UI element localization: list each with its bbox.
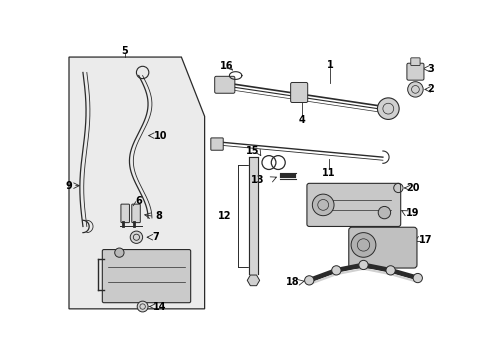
- Text: 8: 8: [156, 211, 163, 221]
- FancyBboxPatch shape: [215, 76, 235, 93]
- FancyBboxPatch shape: [132, 204, 140, 222]
- Circle shape: [137, 301, 148, 312]
- Text: 2: 2: [427, 84, 434, 94]
- Polygon shape: [247, 275, 260, 286]
- FancyBboxPatch shape: [407, 63, 424, 80]
- Circle shape: [332, 266, 341, 275]
- Text: 3: 3: [427, 64, 434, 73]
- Circle shape: [312, 194, 334, 216]
- FancyBboxPatch shape: [121, 204, 129, 222]
- Text: 4: 4: [298, 115, 305, 125]
- Circle shape: [386, 266, 395, 275]
- Text: 9: 9: [65, 181, 72, 191]
- Text: 1: 1: [327, 60, 334, 70]
- Text: 11: 11: [322, 167, 335, 177]
- Circle shape: [377, 98, 399, 120]
- Circle shape: [408, 82, 423, 97]
- Text: 16: 16: [220, 61, 234, 71]
- FancyBboxPatch shape: [411, 58, 420, 66]
- Text: 10: 10: [154, 131, 168, 141]
- Text: 6: 6: [136, 196, 143, 206]
- FancyBboxPatch shape: [307, 183, 401, 226]
- Polygon shape: [69, 57, 205, 309]
- Text: 15: 15: [246, 146, 260, 156]
- FancyBboxPatch shape: [349, 227, 417, 268]
- Text: 13: 13: [251, 175, 264, 185]
- Text: 14: 14: [153, 302, 166, 311]
- Circle shape: [305, 276, 314, 285]
- Circle shape: [130, 231, 143, 243]
- Text: 19: 19: [406, 208, 419, 217]
- Circle shape: [351, 233, 376, 257]
- Text: 7: 7: [153, 232, 159, 242]
- Text: 20: 20: [406, 183, 419, 193]
- FancyBboxPatch shape: [102, 249, 191, 303]
- Circle shape: [378, 206, 391, 219]
- FancyBboxPatch shape: [211, 138, 223, 150]
- Circle shape: [413, 274, 422, 283]
- Text: 17: 17: [419, 235, 433, 244]
- Text: 5: 5: [122, 46, 128, 56]
- Circle shape: [115, 248, 124, 257]
- Text: 18: 18: [286, 277, 300, 287]
- Circle shape: [359, 260, 368, 270]
- FancyBboxPatch shape: [291, 82, 308, 103]
- Text: 12: 12: [218, 211, 232, 221]
